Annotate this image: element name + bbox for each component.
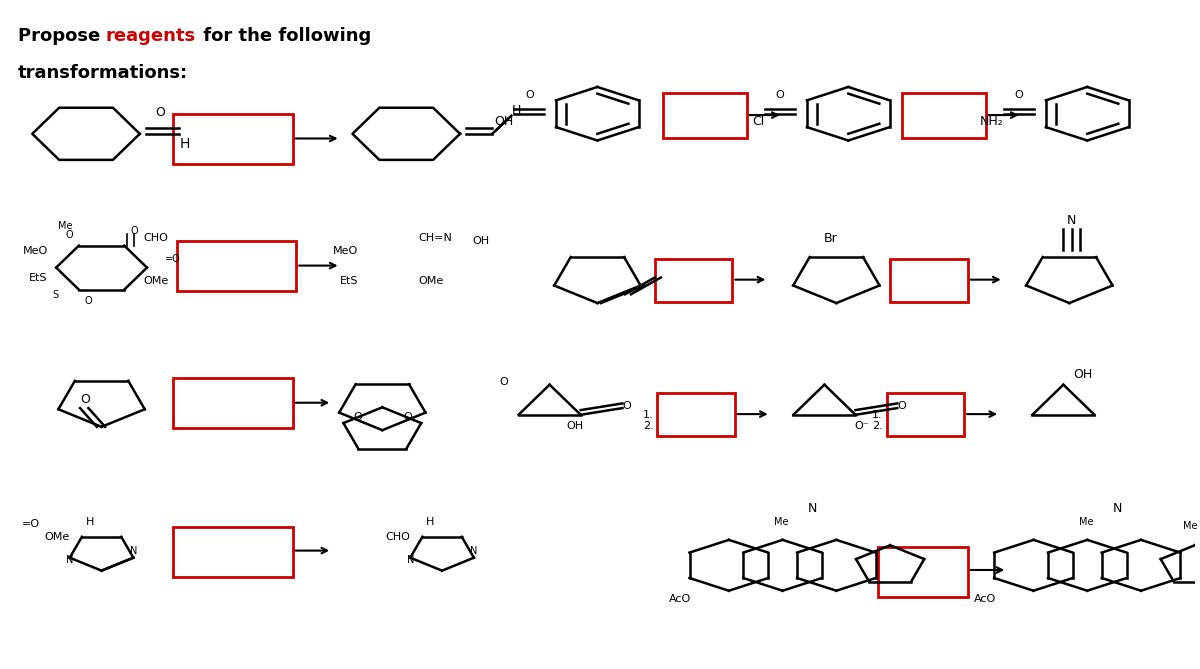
Bar <box>658 393 734 436</box>
Text: N: N <box>1067 214 1076 227</box>
Text: Br: Br <box>823 232 838 245</box>
Bar <box>173 114 293 164</box>
Text: O: O <box>85 296 92 306</box>
Text: O: O <box>80 393 90 406</box>
Bar <box>176 241 296 291</box>
Text: OMe: OMe <box>44 532 70 542</box>
Text: 1.: 1. <box>872 410 883 420</box>
Text: O: O <box>623 401 631 411</box>
Bar <box>878 547 967 597</box>
Text: O: O <box>155 106 166 119</box>
Text: O: O <box>403 411 412 421</box>
Text: =O: =O <box>164 254 181 264</box>
Bar <box>655 259 732 302</box>
Text: H: H <box>511 104 521 117</box>
Text: 1.: 1. <box>643 410 654 420</box>
Text: OMe: OMe <box>143 276 169 286</box>
Bar <box>902 93 985 138</box>
Bar <box>664 93 746 138</box>
Text: AcO: AcO <box>973 594 996 604</box>
Text: CHO: CHO <box>143 233 168 243</box>
Text: N: N <box>130 547 137 557</box>
Text: MeO: MeO <box>334 246 359 256</box>
Text: AcO: AcO <box>670 594 691 604</box>
Bar <box>173 527 293 577</box>
Text: N: N <box>470 547 478 557</box>
Text: OH: OH <box>494 115 514 128</box>
Text: H: H <box>179 137 190 151</box>
Text: S: S <box>53 290 59 300</box>
Text: EtS: EtS <box>29 273 48 283</box>
Text: Me: Me <box>59 221 73 231</box>
Text: O: O <box>499 377 508 387</box>
Text: O: O <box>898 401 906 411</box>
Text: O: O <box>131 225 138 235</box>
Text: O: O <box>524 90 534 100</box>
Text: OH: OH <box>472 236 490 246</box>
Text: Me: Me <box>1183 520 1198 531</box>
Text: 2.: 2. <box>643 421 654 432</box>
Text: EtS: EtS <box>340 276 359 286</box>
Text: Propose: Propose <box>18 27 107 45</box>
Text: 2.: 2. <box>872 421 883 432</box>
Bar <box>890 259 967 302</box>
Text: N: N <box>407 555 414 565</box>
Text: reagents: reagents <box>106 27 196 45</box>
Text: NH₂: NH₂ <box>980 115 1003 128</box>
Text: transformations:: transformations: <box>18 64 188 82</box>
Text: OH: OH <box>566 421 583 432</box>
Text: O: O <box>776 90 785 100</box>
Text: N: N <box>1112 502 1122 514</box>
Text: MeO: MeO <box>23 246 48 256</box>
Bar <box>173 378 293 428</box>
Text: CH=N: CH=N <box>418 233 452 243</box>
Text: OMe: OMe <box>418 276 444 286</box>
Text: O: O <box>1015 90 1024 100</box>
Text: Me: Me <box>774 517 788 527</box>
Text: N: N <box>66 555 73 565</box>
Text: Me: Me <box>1079 517 1093 527</box>
Text: O⁻: O⁻ <box>854 421 869 432</box>
Text: for the following: for the following <box>197 27 371 45</box>
Text: N: N <box>808 502 817 514</box>
Text: O: O <box>353 411 361 421</box>
Bar <box>887 393 965 436</box>
Text: H: H <box>85 517 94 527</box>
Text: =O: =O <box>22 518 40 529</box>
Text: CHO: CHO <box>385 532 410 542</box>
Text: O: O <box>65 229 73 240</box>
Text: OH: OH <box>1073 368 1092 381</box>
Text: H: H <box>426 517 434 527</box>
Text: Cl: Cl <box>752 115 764 128</box>
